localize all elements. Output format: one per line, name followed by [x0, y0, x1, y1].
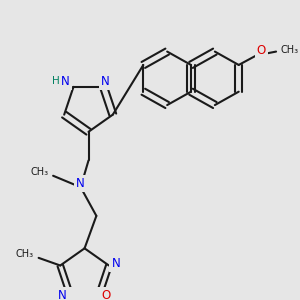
Text: N: N	[76, 177, 85, 190]
Text: N: N	[101, 75, 110, 88]
Text: N: N	[58, 289, 67, 300]
Text: H: H	[52, 76, 60, 86]
Text: O: O	[102, 289, 111, 300]
Text: O: O	[257, 44, 266, 57]
Text: N: N	[61, 75, 70, 88]
Text: N: N	[111, 257, 120, 270]
Text: CH₃: CH₃	[16, 249, 34, 259]
Text: CH₃: CH₃	[30, 167, 48, 177]
Text: CH₃: CH₃	[281, 45, 299, 55]
